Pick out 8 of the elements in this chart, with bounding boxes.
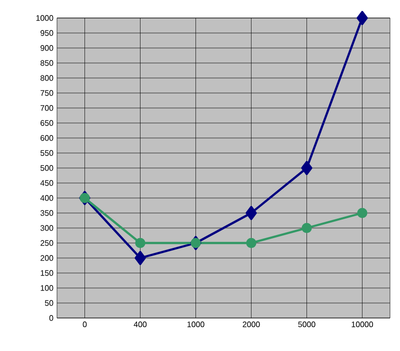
point bbox=[135, 238, 146, 248]
point bbox=[302, 222, 312, 234]
point bbox=[357, 208, 368, 218]
point bbox=[246, 206, 257, 220]
point bbox=[301, 160, 312, 176]
point bbox=[134, 250, 146, 266]
point bbox=[356, 10, 368, 26]
point bbox=[246, 238, 256, 248]
